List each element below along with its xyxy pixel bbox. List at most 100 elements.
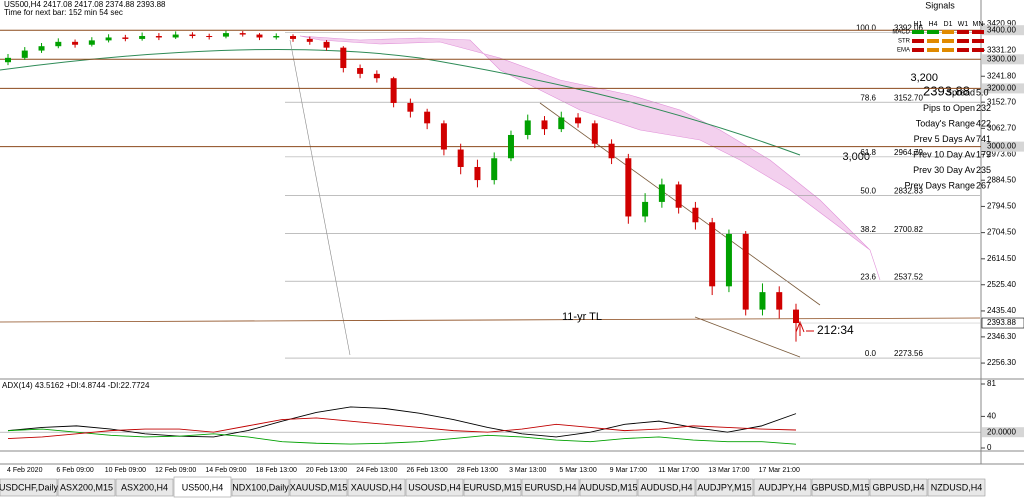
fib-anchor-line — [289, 39, 351, 356]
tab[interactable] — [753, 478, 812, 497]
signal-cell — [942, 30, 954, 34]
tab-label[interactable]: ASX200,H4 — [121, 482, 168, 492]
stat-value: 5.0 — [976, 87, 989, 97]
candle-body — [658, 184, 665, 202]
tab[interactable] — [405, 478, 464, 497]
signal-cell — [927, 48, 939, 52]
level-label: 3400.00 — [987, 25, 1016, 34]
tab[interactable] — [811, 478, 870, 497]
tab[interactable] — [115, 478, 174, 497]
signal-cell — [972, 30, 984, 34]
signal-row: STR — [898, 39, 911, 45]
candle-body — [256, 34, 263, 38]
tab-label[interactable]: XAUUSD,M15 — [290, 482, 348, 492]
fib-price: 2700.82 — [894, 225, 923, 234]
y-tick-label: 2794.50 — [987, 202, 1016, 211]
x-tick-label: 17 Mar 21:00 — [759, 467, 800, 474]
x-tick-label: 18 Feb 13:00 — [256, 467, 297, 474]
signal-row: MACD — [892, 30, 910, 36]
candle-body — [5, 57, 11, 63]
tab[interactable] — [0, 478, 58, 497]
y-tick-label: 2525.40 — [987, 280, 1016, 289]
tab[interactable] — [289, 478, 348, 497]
candle-body — [776, 292, 783, 310]
candle-body — [457, 149, 464, 167]
candle-body — [793, 309, 799, 324]
fib-price: 3152.70 — [894, 93, 923, 102]
fib-level: 23.6 — [860, 272, 876, 281]
stat-value: 741 — [976, 134, 991, 144]
candle-body — [759, 292, 766, 310]
stat-label: Spread — [946, 87, 975, 97]
x-tick-label: 3 Mar 13:00 — [509, 467, 546, 474]
candle-body — [88, 40, 95, 45]
candle-body — [172, 34, 179, 38]
x-tick-label: 12 Feb 09:00 — [155, 467, 196, 474]
candle-body — [524, 120, 531, 135]
candle-body — [21, 50, 28, 58]
candle-body — [306, 38, 313, 42]
y-tick-label: 20.0000 — [987, 427, 1016, 436]
candle-body — [642, 201, 649, 217]
tab[interactable] — [463, 478, 522, 497]
candle-body — [357, 68, 364, 74]
candle-body — [591, 123, 598, 144]
last-price-box — [981, 317, 1024, 329]
tab-label[interactable]: EURUSD,H4 — [524, 482, 576, 492]
y-tick-label: 40 — [987, 412, 996, 421]
tab[interactable] — [927, 478, 986, 497]
tab[interactable] — [57, 478, 116, 497]
tab[interactable] — [173, 476, 232, 498]
x-tick-label: 10 Feb 09:00 — [105, 467, 146, 474]
candle-body — [407, 102, 414, 112]
tab[interactable] — [637, 478, 696, 497]
tab-label[interactable]: XAUUSD,H4 — [351, 482, 403, 492]
y-tick-label: 2346.30 — [987, 332, 1016, 341]
signal-cell — [912, 48, 924, 52]
tab-label[interactable]: USDCHF,Daily — [0, 482, 58, 492]
candle-body — [709, 222, 716, 287]
big-price: 2393.88 — [923, 83, 970, 98]
tab-label[interactable]: NDX100,Daily — [232, 482, 289, 492]
tab[interactable] — [579, 478, 638, 497]
tab-label[interactable]: US500,H4 — [182, 482, 224, 492]
tab-label[interactable]: EURUSD,M15 — [463, 482, 521, 492]
level-label: 3000.00 — [987, 142, 1016, 151]
y-tick-label: 0 — [987, 443, 992, 452]
tab[interactable] — [347, 478, 406, 497]
tab-label[interactable]: AUDUSD,M15 — [579, 482, 637, 492]
stat-label: Prev 5 Days Av — [914, 134, 976, 144]
tab-label[interactable]: ASX200,M15 — [60, 482, 113, 492]
fib-level: 100.0 — [856, 24, 877, 33]
tab[interactable] — [231, 478, 290, 497]
tab[interactable] — [869, 478, 928, 497]
signal-cell — [942, 39, 954, 43]
tab[interactable] — [695, 478, 754, 497]
tab-label[interactable]: NZDUSD,H4 — [931, 482, 983, 492]
signal-column: D1 — [944, 21, 953, 28]
tab-label[interactable]: AUDUSD,H4 — [640, 482, 692, 492]
annotation-arrow — [795, 320, 814, 336]
tab-label[interactable]: USOUSD,H4 — [408, 482, 461, 492]
signal-cell — [927, 30, 939, 34]
level-label-box — [982, 25, 1024, 36]
y-tick-box — [982, 427, 1024, 438]
candle-body — [725, 233, 732, 287]
candle-body — [373, 73, 380, 79]
tab-label[interactable]: GBPUSD,M15 — [811, 482, 869, 492]
level-label-box — [982, 141, 1024, 152]
candle-body — [55, 41, 62, 47]
level-label-box — [982, 54, 1024, 65]
x-tick-label: 28 Feb 13:00 — [457, 467, 498, 474]
tab[interactable] — [521, 478, 580, 497]
tab-label[interactable]: GBPUSD,H4 — [872, 482, 924, 492]
fib-price: 3392.06 — [894, 24, 923, 33]
candle-body — [558, 117, 565, 130]
candle-body — [474, 166, 481, 181]
stat-label: Today's Range — [916, 118, 975, 128]
tab-label[interactable]: AUDJPY,H4 — [758, 482, 806, 492]
indicator-line — [7, 406, 797, 438]
tab-label[interactable]: AUDJPY,M15 — [697, 482, 751, 492]
signal-column: H4 — [929, 21, 938, 28]
fib-price: 2832.83 — [894, 186, 923, 195]
